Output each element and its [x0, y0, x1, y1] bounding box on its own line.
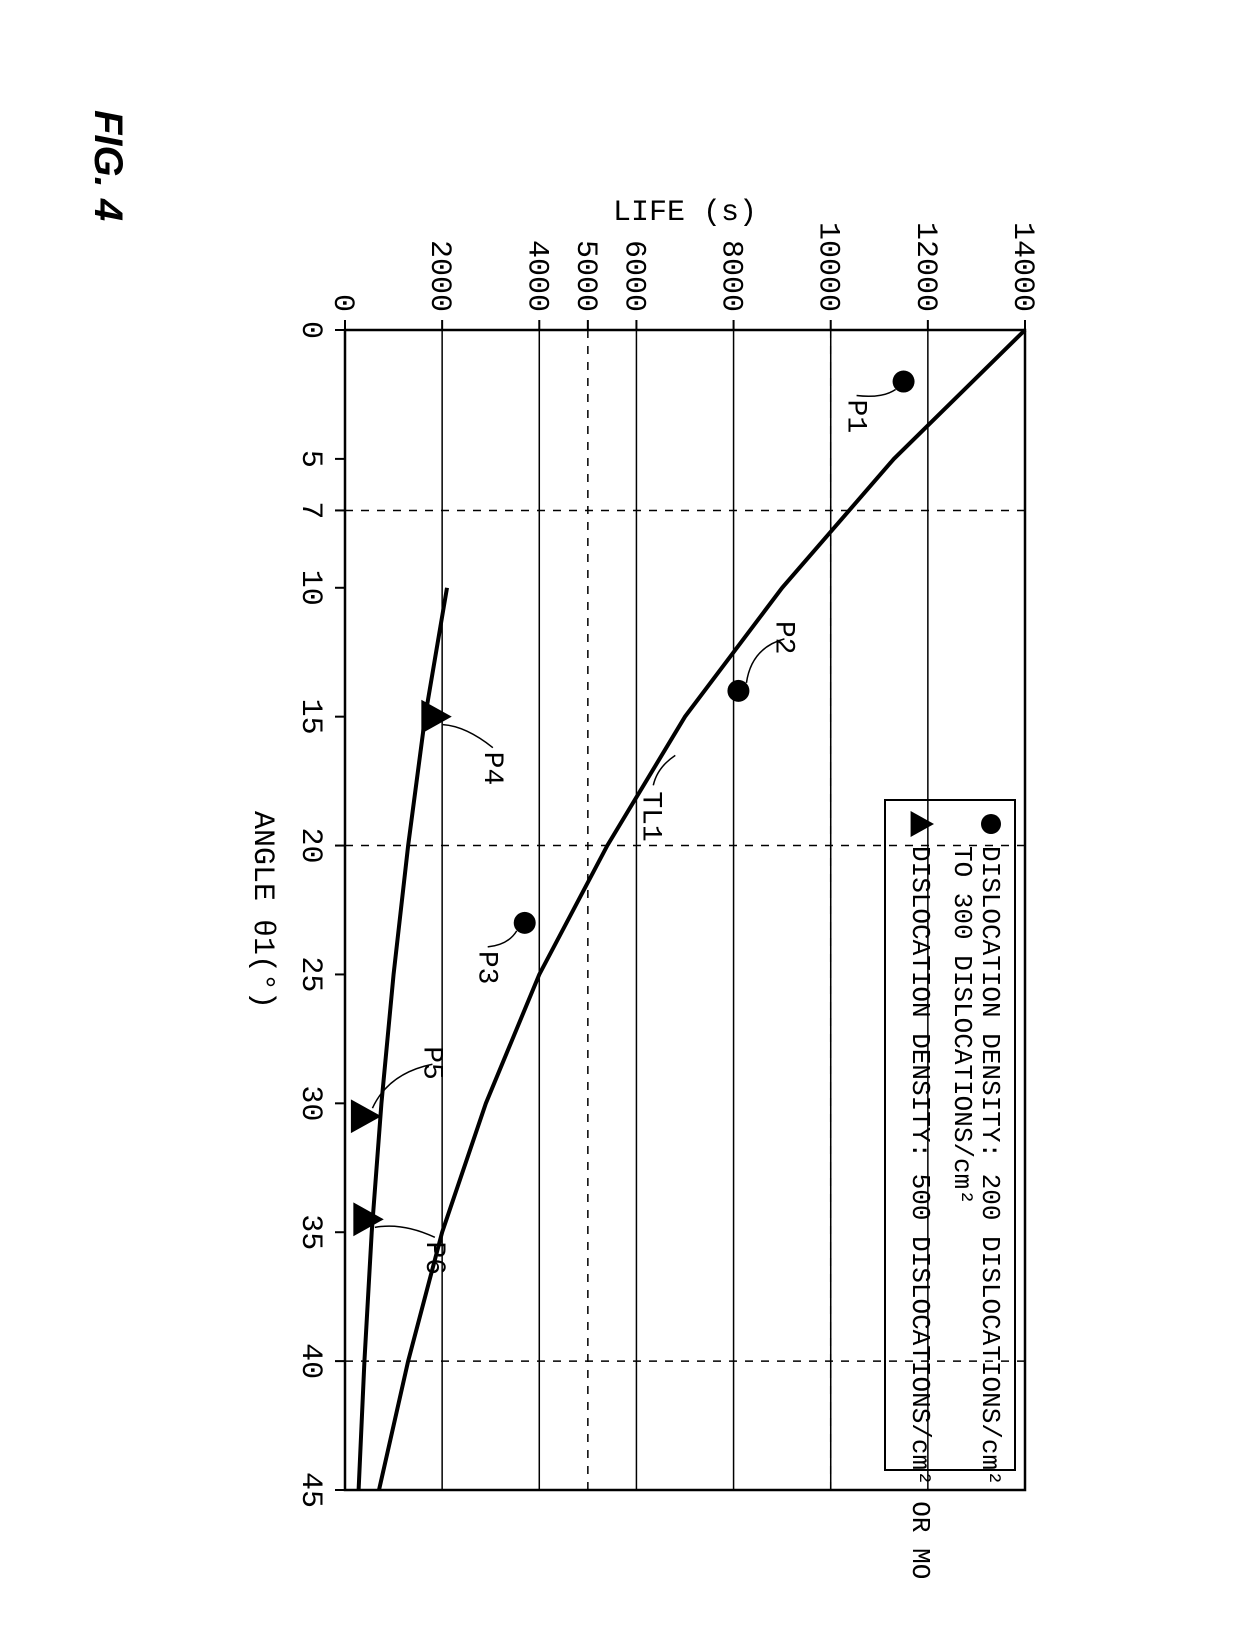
ytick-label: 5000 — [568, 240, 602, 312]
legend-marker-circle — [981, 814, 1001, 834]
chart-svg: 0 5 7 10 15 20 25 30 35 40 45 0 2000 4000 5000 6000 8000… — [195, 180, 1095, 1580]
xtick-label: 7 — [293, 501, 327, 519]
ytick-label: 12000 — [908, 222, 942, 312]
ytick-label: 10000 — [811, 222, 845, 312]
ytick-label: 2000 — [422, 240, 456, 312]
point-label-P4: P4 — [476, 752, 507, 786]
ytick-label: 4000 — [519, 240, 553, 312]
x-axis-label: ANGLE θ1(°) — [245, 811, 279, 1009]
xtick-label: 10 — [293, 570, 327, 606]
figure-title: FIG. 4 — [85, 110, 130, 221]
chart-container: 0 5 7 10 15 20 25 30 35 40 45 0 2000 4000 5000 6000 8000… — [195, 180, 1095, 1580]
ytick-label: 0 — [325, 294, 359, 312]
xtick-label: 5 — [293, 450, 327, 468]
ytick-label: 8000 — [714, 240, 748, 312]
ytick-label: 14000 — [1005, 222, 1039, 312]
point-P3 — [514, 912, 536, 934]
point-P2 — [727, 680, 749, 702]
point-label-P1: P1 — [840, 400, 871, 434]
xtick-label: 30 — [293, 1085, 327, 1121]
point-label-P2: P2 — [767, 621, 798, 655]
curve-label: TL1 — [634, 791, 665, 841]
xtick-label: 0 — [293, 321, 327, 339]
xtick-label: 45 — [293, 1472, 327, 1508]
ytick-label: 6000 — [616, 240, 650, 312]
point-label-P6: P6 — [418, 1241, 449, 1275]
xtick-label: 15 — [293, 699, 327, 735]
xtick-label: 35 — [293, 1214, 327, 1250]
xtick-label: 40 — [293, 1343, 327, 1379]
point-P1 — [893, 371, 915, 393]
xtick-label: 20 — [293, 828, 327, 864]
point-label-P5: P5 — [415, 1046, 446, 1080]
legend-text: DISLOCATION DENSITY: 500 DISLOCATIONS/cm… — [905, 846, 935, 1580]
xtick-label: 25 — [293, 956, 327, 992]
y-axis-label: LIFE (s) — [613, 196, 757, 230]
legend-text: TO 300 DISLOCATIONS/cm² — [947, 846, 977, 1205]
legend-text: DISLOCATION DENSITY: 200 DISLOCATIONS/cm… — [975, 846, 1005, 1486]
point-label-P3: P3 — [471, 951, 502, 985]
